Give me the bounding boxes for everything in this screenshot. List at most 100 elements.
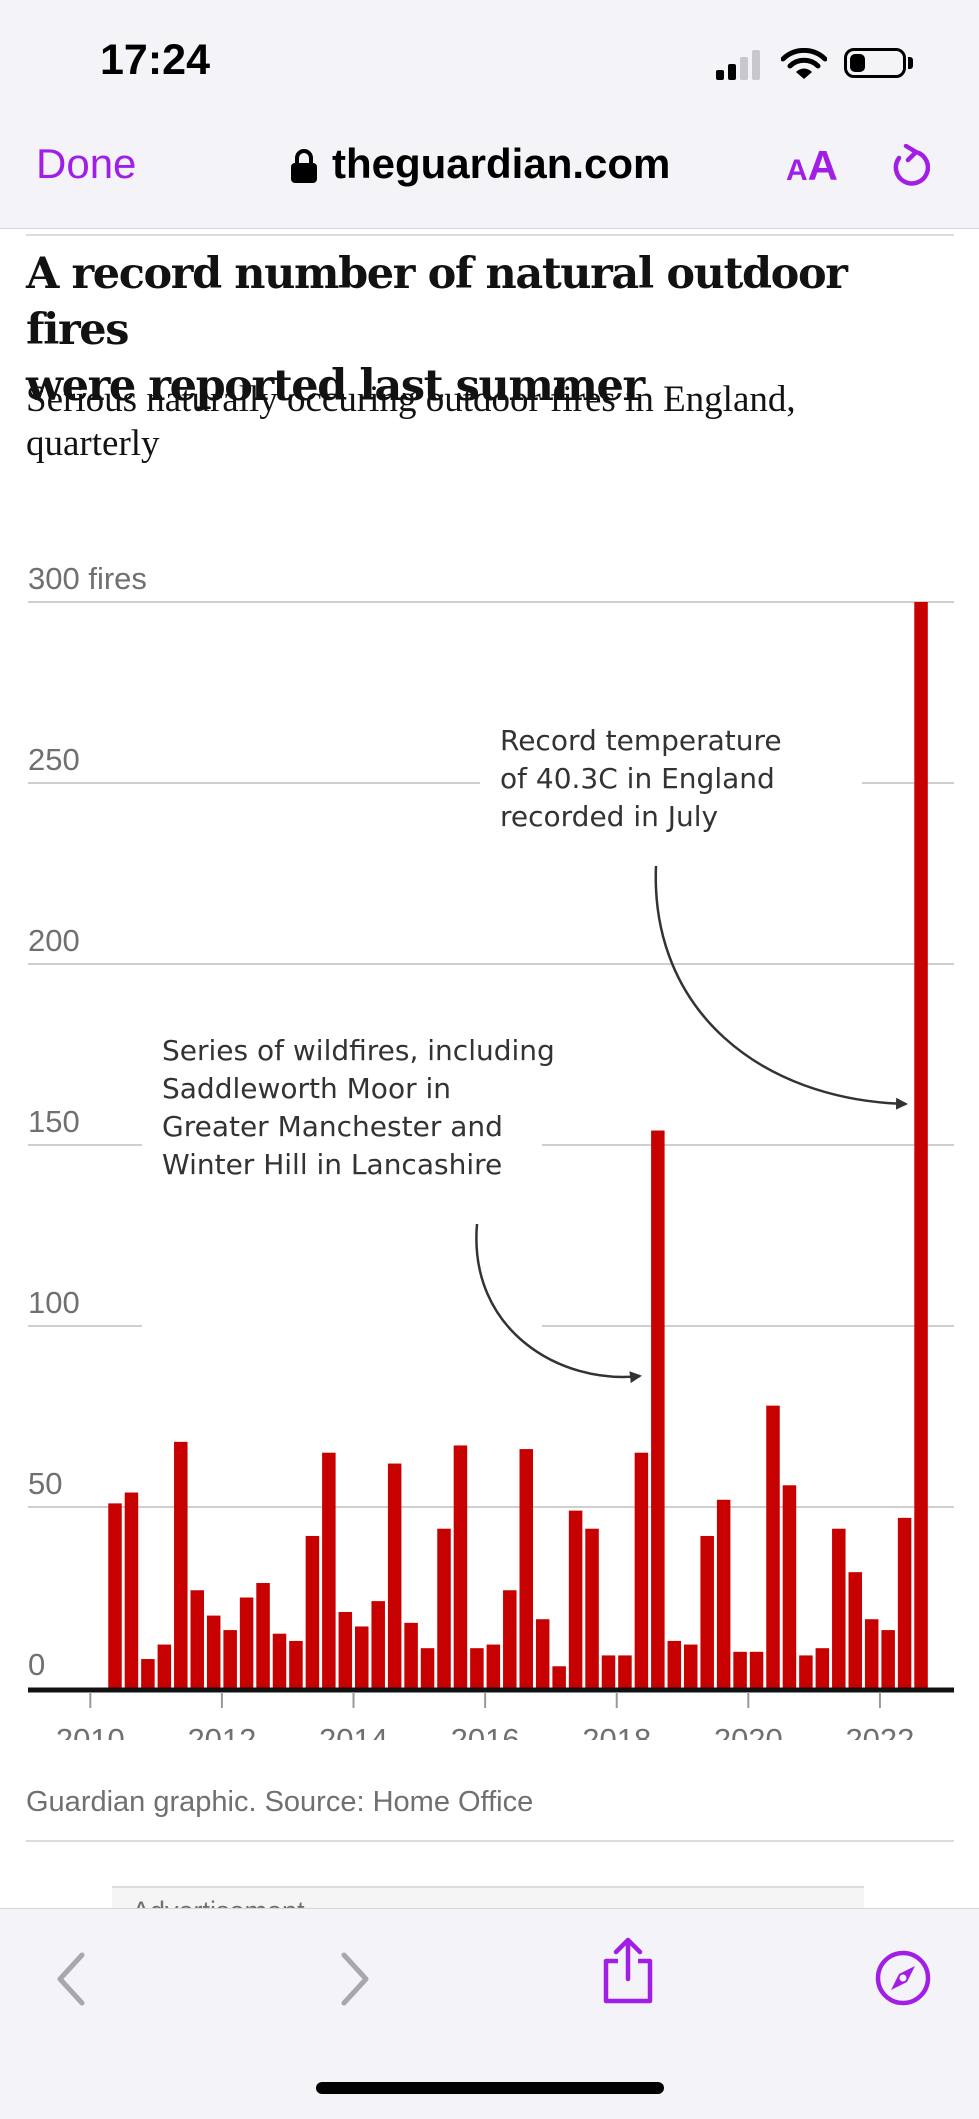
home-indicator bbox=[316, 2082, 664, 2094]
bar bbox=[815, 1648, 830, 1688]
bar bbox=[897, 1517, 912, 1688]
bar bbox=[864, 1619, 879, 1688]
bar bbox=[108, 1503, 122, 1688]
annotation-text: Series of wildfires, including Saddlewort… bbox=[162, 1034, 555, 1181]
source-divider bbox=[26, 1840, 954, 1842]
text-size-small-glyph: A bbox=[786, 154, 808, 187]
bar bbox=[190, 1590, 204, 1688]
fires-bar-chart: 0 50 100 150 200 250 300 fires 2010 2012 2014 2016… bbox=[28, 561, 954, 1740]
bar bbox=[338, 1611, 353, 1688]
bar bbox=[733, 1651, 747, 1688]
bar bbox=[387, 1463, 402, 1688]
browser-header: 17:24 Done theguardian.com AA bbox=[0, 0, 979, 229]
annotation-line: Saddleworth Moor in bbox=[162, 1072, 451, 1105]
bar bbox=[322, 1452, 336, 1688]
done-button[interactable]: Done bbox=[36, 140, 137, 187]
annotation-arrow bbox=[475, 1223, 642, 1384]
annotation-text: Record temperature of 40.3C in England rec… bbox=[500, 724, 782, 833]
bar bbox=[289, 1640, 303, 1688]
annotation-line: Series of wildfires, including bbox=[162, 1034, 555, 1067]
bar bbox=[782, 1485, 797, 1688]
headline-line-1: A record number of natural outdoor fires bbox=[26, 249, 848, 355]
bar bbox=[272, 1633, 287, 1688]
bar bbox=[618, 1655, 632, 1688]
bar bbox=[799, 1655, 813, 1688]
bars bbox=[108, 602, 928, 1688]
bar bbox=[157, 1644, 172, 1688]
annotation-line: recorded in July bbox=[500, 800, 718, 833]
text-size-large-glyph: A bbox=[807, 142, 839, 189]
x-tick-label-2020: 2020 bbox=[714, 1722, 783, 1740]
y-tick-label-150: 150 bbox=[28, 1104, 80, 1139]
bar bbox=[141, 1659, 155, 1688]
headline-line-2: were reported last summer bbox=[26, 361, 645, 411]
reload-icon[interactable] bbox=[890, 144, 930, 188]
bar bbox=[634, 1452, 649, 1688]
battery-icon bbox=[844, 48, 906, 78]
subtitle-line-2: quarterly bbox=[26, 423, 160, 464]
bar bbox=[223, 1630, 237, 1688]
bar bbox=[881, 1630, 895, 1688]
cellular-signal-icon bbox=[716, 50, 760, 80]
subtitle-line-1: Serious naturally occuring outdoor fires… bbox=[26, 379, 796, 420]
bar bbox=[914, 602, 928, 1688]
bar bbox=[519, 1449, 533, 1688]
bar bbox=[667, 1640, 682, 1688]
bar bbox=[535, 1619, 550, 1688]
x-tick-label-2022: 2022 bbox=[845, 1722, 914, 1740]
bar bbox=[420, 1648, 435, 1688]
forward-icon[interactable] bbox=[338, 1951, 372, 2007]
address-bar-url[interactable]: theguardian.com bbox=[332, 140, 671, 187]
bar bbox=[832, 1528, 846, 1688]
annotation-line: of 40.3C in England bbox=[500, 762, 775, 795]
back-icon[interactable] bbox=[54, 1951, 88, 2007]
battery-tip bbox=[908, 57, 913, 69]
chart-headline: A record number of natural outdoor fires… bbox=[26, 246, 946, 414]
y-tick-label-300: 300 fires bbox=[28, 561, 147, 596]
content-divider bbox=[26, 234, 954, 236]
bar bbox=[174, 1441, 188, 1688]
y-tick-label-50: 50 bbox=[28, 1466, 62, 1501]
axes: 0 50 100 150 200 250 300 fires 2010 2012 2014 2016… bbox=[28, 561, 954, 1740]
lock-icon bbox=[291, 149, 317, 183]
bar bbox=[239, 1597, 254, 1688]
x-tick-label-2014: 2014 bbox=[319, 1722, 388, 1740]
annotation-line: Record temperature bbox=[500, 724, 782, 757]
compass-icon[interactable] bbox=[874, 1949, 932, 2007]
annotation-line: Greater Manchester and bbox=[162, 1110, 503, 1143]
y-tick-label-250: 250 bbox=[28, 742, 80, 777]
x-tick-label-2016: 2016 bbox=[451, 1722, 520, 1740]
annotation-line: Winter Hill in Lancashire bbox=[162, 1148, 502, 1181]
x-tick-label-2012: 2012 bbox=[187, 1722, 256, 1740]
annotation-arrow bbox=[654, 865, 908, 1110]
y-tick-label-200: 200 bbox=[28, 923, 80, 958]
bar bbox=[371, 1601, 385, 1688]
bar bbox=[651, 1130, 665, 1688]
bar bbox=[404, 1622, 418, 1688]
bar bbox=[124, 1492, 139, 1688]
bar bbox=[601, 1655, 616, 1688]
text-size-button[interactable]: AA bbox=[786, 142, 838, 190]
bar bbox=[749, 1651, 764, 1688]
bar bbox=[684, 1644, 698, 1688]
bar bbox=[486, 1644, 501, 1688]
bar bbox=[453, 1445, 468, 1688]
bar bbox=[585, 1528, 599, 1688]
status-time: 17:24 bbox=[100, 36, 210, 84]
wifi-icon bbox=[781, 48, 827, 79]
bar bbox=[470, 1648, 484, 1688]
chart-subtitle: Serious naturally occuring outdoor fires… bbox=[26, 378, 946, 466]
annotation-background bbox=[480, 716, 862, 876]
bar bbox=[552, 1666, 566, 1688]
chart-source: Guardian graphic. Source: Home Office bbox=[26, 1786, 534, 1818]
bar bbox=[305, 1535, 320, 1688]
x-tick-label-2018: 2018 bbox=[582, 1722, 651, 1740]
share-icon[interactable] bbox=[600, 1937, 656, 2005]
bar bbox=[355, 1626, 369, 1688]
bar bbox=[437, 1528, 451, 1688]
bar bbox=[256, 1583, 270, 1688]
bar bbox=[503, 1590, 517, 1688]
y-tick-label-100: 100 bbox=[28, 1285, 80, 1320]
battery-level bbox=[850, 54, 865, 72]
bar bbox=[568, 1510, 583, 1688]
